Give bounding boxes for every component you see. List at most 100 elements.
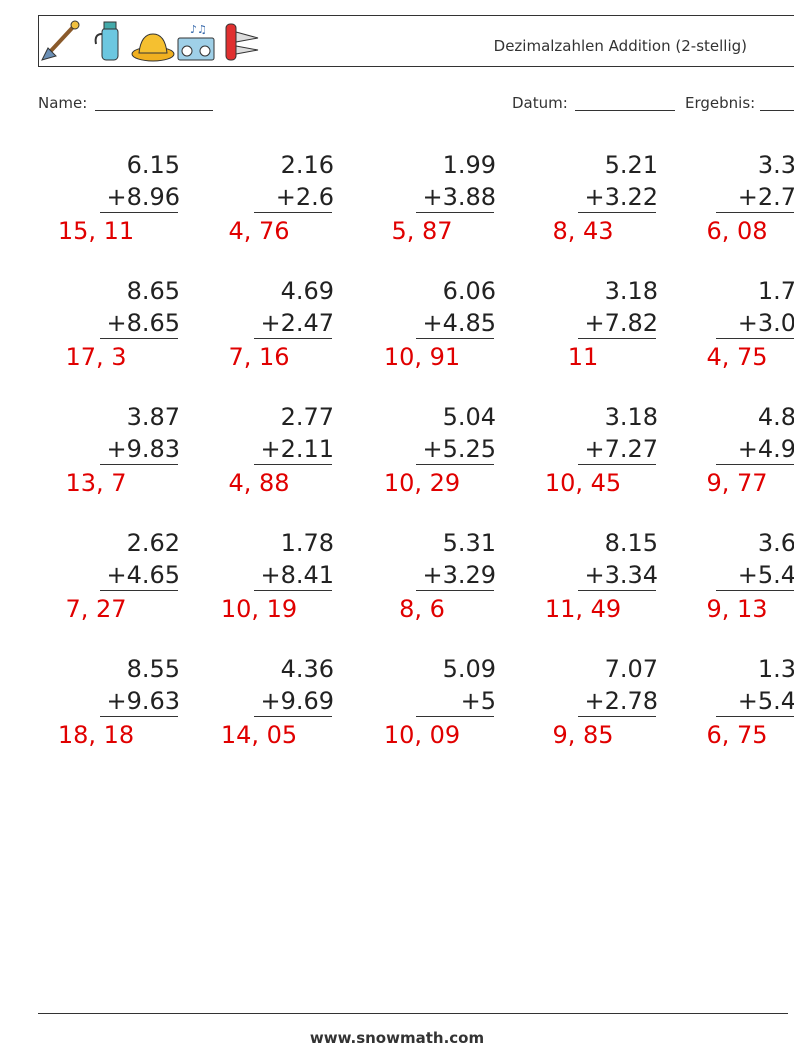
answer: 10, 29 <box>383 469 461 497</box>
answer: 5, 87 <box>391 217 453 245</box>
answer: 11 <box>567 343 599 371</box>
top-number: 7.07 <box>604 655 658 683</box>
bottom-number: +8.96 <box>106 183 180 211</box>
result-blank <box>760 110 794 111</box>
answer: 8, 43 <box>552 217 614 245</box>
header-box <box>38 15 794 67</box>
top-number: 2.16 <box>280 151 334 179</box>
sum-line <box>416 716 494 717</box>
sum-line <box>578 716 656 717</box>
answer: 15, 11 <box>57 217 135 245</box>
bottom-number: +3.88 <box>422 183 496 211</box>
sum-line <box>254 338 332 339</box>
footer-text: www.snowmath.com <box>309 1029 485 1047</box>
sum-line <box>716 338 794 339</box>
sum-line <box>416 338 494 339</box>
top-number: 2.62 <box>126 529 180 557</box>
top-number: 8.55 <box>126 655 180 683</box>
shovel-icon <box>41 20 80 61</box>
answer: 8, 6 <box>399 595 445 623</box>
bottle-icon <box>94 21 119 61</box>
date-label: Datum: <box>512 94 568 112</box>
bottom-number: +5 <box>460 687 496 715</box>
sum-line <box>100 590 178 591</box>
bottom-number: +9.83 <box>106 435 180 463</box>
bottom-number: +7.82 <box>584 309 658 337</box>
sum-line <box>716 464 794 465</box>
sum-line <box>254 464 332 465</box>
answer: 9, 77 <box>706 469 768 497</box>
result-label: Ergebnis: <box>685 94 756 112</box>
answer: 4, 88 <box>228 469 290 497</box>
bottom-number: +5.25 <box>422 435 496 463</box>
bottom-number: +5.4 <box>737 687 794 715</box>
bottom-number: +3.0 <box>737 309 794 337</box>
sum-line <box>578 464 656 465</box>
bottom-number: +3.22 <box>584 183 658 211</box>
top-number: 3.18 <box>604 403 658 431</box>
top-number: 1.3 <box>757 655 794 683</box>
radio-icon: ♪♫ <box>177 23 215 61</box>
top-number: 3.3 <box>757 151 794 179</box>
top-number: 6.06 <box>442 277 496 305</box>
answer: 9, 85 <box>552 721 614 749</box>
top-number: 2.77 <box>280 403 334 431</box>
answer: 7, 16 <box>228 343 290 371</box>
bottom-number: +4.85 <box>422 309 496 337</box>
top-number: 1.99 <box>442 151 496 179</box>
header-icons: ♪♫ <box>41 20 259 62</box>
sum-line <box>254 716 332 717</box>
answer: 11, 49 <box>544 595 622 623</box>
bottom-number: +2.78 <box>584 687 658 715</box>
bottom-number: +2.11 <box>260 435 334 463</box>
top-number: 3.87 <box>126 403 180 431</box>
answer: 4, 76 <box>228 217 290 245</box>
bottom-number: +4.9 <box>737 435 794 463</box>
sum-line <box>416 464 494 465</box>
bottom-number: +8.41 <box>260 561 334 589</box>
answer: 14, 05 <box>220 721 298 749</box>
top-number: 5.31 <box>442 529 496 557</box>
sum-line <box>100 464 178 465</box>
footer-line <box>38 1013 788 1014</box>
hat-icon <box>131 33 175 62</box>
top-number: 5.21 <box>604 151 658 179</box>
answer: 17, 3 <box>65 343 127 371</box>
sum-line <box>716 590 794 591</box>
answer: 10, 45 <box>544 469 622 497</box>
bottom-number: +4.65 <box>106 561 180 589</box>
top-number: 4.69 <box>280 277 334 305</box>
answer: 10, 91 <box>383 343 461 371</box>
bottom-number: +9.69 <box>260 687 334 715</box>
answer: 6, 75 <box>706 721 768 749</box>
svg-text:♪♫: ♪♫ <box>190 23 207 36</box>
bottom-number: +3.34 <box>584 561 658 589</box>
answer: 4, 75 <box>706 343 768 371</box>
knife-icon <box>225 23 259 61</box>
top-number: 6.15 <box>126 151 180 179</box>
sum-line <box>578 212 656 213</box>
bottom-number: +2.7 <box>737 183 794 211</box>
answer: 18, 18 <box>57 721 135 749</box>
bottom-number: +3.29 <box>422 561 496 589</box>
name-label: Name: <box>38 94 88 112</box>
sum-line <box>100 716 178 717</box>
sum-line <box>716 212 794 213</box>
sum-line <box>716 716 794 717</box>
bottom-number: +9.63 <box>106 687 180 715</box>
top-number: 1.7 <box>757 277 794 305</box>
date-blank <box>575 110 675 111</box>
bottom-number: +5.4 <box>737 561 794 589</box>
top-number: 5.09 <box>442 655 496 683</box>
top-number: 4.8 <box>757 403 794 431</box>
sum-line <box>100 338 178 339</box>
bottom-number: +2.47 <box>260 309 334 337</box>
answer: 10, 09 <box>383 721 461 749</box>
top-number: 4.36 <box>280 655 334 683</box>
header-title: Dezimalzahlen Addition (2-stellig) <box>493 37 747 55</box>
answer: 7, 27 <box>65 595 127 623</box>
sum-line <box>416 212 494 213</box>
answer: 13, 7 <box>65 469 127 497</box>
